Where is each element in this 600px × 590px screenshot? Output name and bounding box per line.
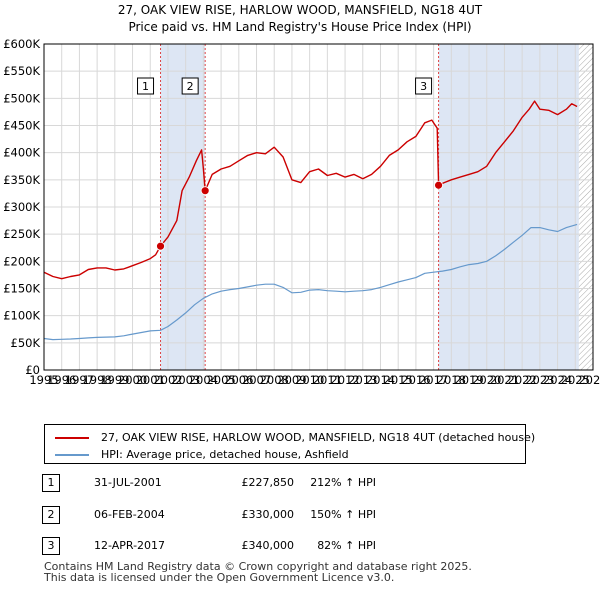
sale-hpi-change: 212% ↑ HPI (310, 476, 376, 489)
y-tick-label: £450K (3, 119, 40, 133)
sale-marker-3 (434, 180, 443, 190)
x-tick-label: 2012 (330, 373, 359, 387)
y-tick-label: £300K (3, 200, 40, 214)
y-tick-label: £250K (3, 227, 40, 241)
y-tick-label: £150K (3, 282, 40, 296)
sale-hpi-change: 150% ↑ HPI (310, 508, 376, 521)
x-tick-label: 1997 (65, 373, 94, 387)
sale-flag-box-2 (181, 77, 199, 95)
x-tick-label: 1999 (100, 373, 129, 387)
chart-subtitle: Price paid vs. HM Land Registry's House … (128, 20, 471, 34)
x-tick-label: 1996 (47, 373, 76, 387)
x-tick-label: 2022 (508, 373, 537, 387)
y-tick-label: £600K (3, 37, 40, 51)
sale-flag-box-1 (137, 77, 155, 95)
y-tick-label: £400K (3, 146, 40, 160)
y-tick-label: £350K (3, 173, 40, 187)
sale-marker-1 (156, 241, 165, 251)
legend-item-hpi: HPI: Average price, detached house, Ashf… (55, 448, 349, 461)
x-tick-label: 2008 (260, 373, 289, 387)
sale-price: £330,000 (241, 508, 295, 521)
sale-number: 1 (42, 474, 60, 492)
y-tick-label: £200K (3, 254, 40, 268)
footer-copyright: Contains HM Land Registry data © Crown c… (44, 560, 472, 573)
sale-row-3: 3 12-APR-2017 £340,000 82% ↑ HPI (36, 537, 456, 557)
legend-label-hpi: HPI: Average price, detached house, Ashf… (101, 448, 349, 461)
sale-price: £227,850 (241, 476, 295, 489)
x-tick-label: 1998 (82, 373, 111, 387)
sale-number: 3 (42, 537, 60, 555)
series-line-property (43, 100, 578, 280)
x-tick-label: 2003 (171, 373, 200, 387)
x-tick-label: 2026 (578, 373, 600, 387)
x-tick-label: 2014 (366, 373, 395, 387)
y-tick-label: £50K (11, 336, 41, 350)
x-tick-label: 2013 (348, 373, 377, 387)
legend-item-property: 27, OAK VIEW RISE, HARLOW WOOD, MANSFIEL… (55, 431, 535, 444)
sale-flag-label-3: 3 (420, 80, 427, 93)
x-tick-label: 2011 (313, 373, 342, 387)
y-tick-label: £500K (3, 91, 40, 105)
sale-row-2: 2 06-FEB-2004 £330,000 150% ↑ HPI (36, 506, 456, 526)
legend-label-property: 27, OAK VIEW RISE, HARLOW WOOD, MANSFIEL… (101, 431, 536, 444)
x-tick-label: 2025 (561, 373, 590, 387)
x-tick-label: 2021 (490, 373, 519, 387)
x-tick-label: 2009 (277, 373, 306, 387)
sale-hpi-change: 82% ↑ HPI (317, 539, 376, 552)
x-tick-label: 2002 (153, 373, 182, 387)
sale-date: 06-FEB-2004 (94, 508, 165, 521)
sale-flag-label-1: 1 (142, 80, 149, 93)
x-tick-label: 2020 (472, 373, 501, 387)
y-tick-label: £550K (3, 64, 40, 78)
sale-flag-box-3 (415, 77, 433, 95)
sale-date: 12-APR-2017 (94, 539, 166, 552)
x-tick-label: 2016 (401, 373, 430, 387)
sale-date: 31-JUL-2001 (94, 476, 162, 489)
chart-title: 27, OAK VIEW RISE, HARLOW WOOD, MANSFIEL… (118, 3, 483, 17)
sale-flag-label-2: 2 (187, 80, 194, 93)
x-tick-label: 2017 (419, 373, 448, 387)
y-tick-label: £100K (3, 309, 40, 323)
x-tick-label: 2023 (525, 373, 554, 387)
x-tick-label: 2001 (136, 373, 165, 387)
x-tick-label: 2024 (543, 373, 572, 387)
sale-row-1: 1 31-JUL-2001 £227,850 212% ↑ HPI (36, 474, 456, 494)
price-chart: 27, OAK VIEW RISE, HARLOW WOOD, MANSFIEL… (3, 3, 600, 387)
sale-price: £340,000 (241, 539, 295, 552)
x-tick-label: 2007 (242, 373, 271, 387)
x-tick-label: 2018 (437, 373, 466, 387)
sale-marker-2 (200, 186, 210, 196)
x-tick-label: 2019 (454, 373, 483, 387)
x-tick-label: 2004 (189, 373, 218, 387)
footer-licence: This data is licensed under the Open Gov… (44, 571, 395, 584)
legend-swatch-hpi (55, 453, 89, 456)
x-tick-label: 2006 (224, 373, 253, 387)
y-tick-label: £0 (25, 363, 40, 377)
x-tick-label: 2000 (118, 373, 147, 387)
footer: Contains HM Land Registry data © Crown c… (44, 561, 472, 583)
x-tick-label: 2010 (295, 373, 324, 387)
x-tick-label: 2015 (384, 373, 413, 387)
x-tick-label: 1995 (29, 373, 58, 387)
plot-frame (43, 43, 594, 371)
x-tick-label: 2005 (206, 373, 235, 387)
legend: 27, OAK VIEW RISE, HARLOW WOOD, MANSFIEL… (44, 424, 535, 464)
legend-swatch-property (55, 436, 89, 439)
series-line-hpi (43, 223, 578, 341)
sale-number: 2 (42, 506, 60, 524)
